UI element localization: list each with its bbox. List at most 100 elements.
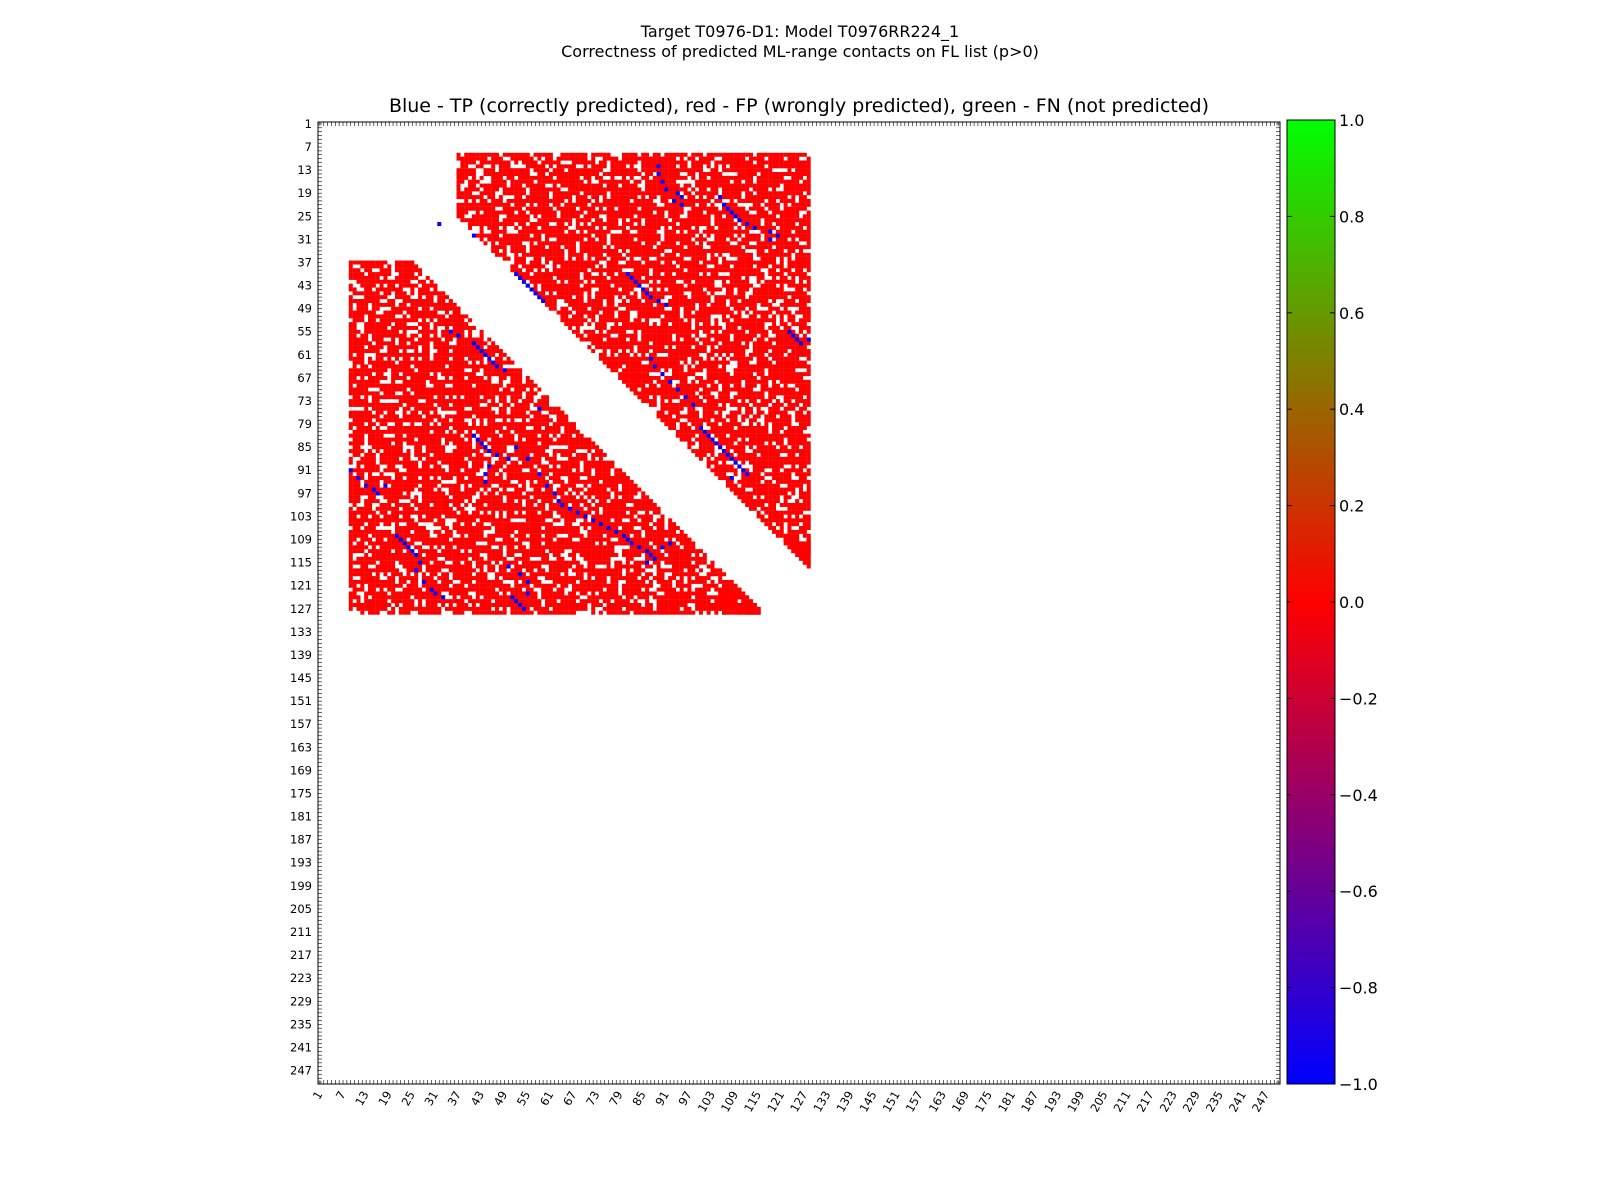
fp-cell <box>571 306 576 311</box>
fp-cell <box>568 425 573 430</box>
fp-cell <box>583 191 588 196</box>
fp-cell <box>510 452 515 457</box>
fp-cell <box>506 414 511 419</box>
fp-cell <box>714 264 719 269</box>
fp-cell <box>629 356 634 361</box>
fp-cell <box>710 225 715 230</box>
fp-cell <box>583 468 588 473</box>
fp-cell <box>779 191 784 196</box>
fp-cell <box>691 399 696 404</box>
fp-cell <box>714 179 719 184</box>
fp-cell <box>595 152 600 157</box>
fp-cell <box>760 318 765 323</box>
fp-cell <box>625 356 630 361</box>
fp-cell <box>791 283 796 288</box>
fp-cell <box>487 172 492 177</box>
fp-cell <box>706 241 711 246</box>
fp-cell <box>614 241 619 246</box>
fp-cell <box>806 156 811 161</box>
fp-cell <box>760 187 765 192</box>
fp-cell <box>571 460 576 465</box>
fp-cell <box>706 268 711 273</box>
fp-cell <box>656 179 661 184</box>
fp-cell <box>783 372 788 377</box>
fp-cell <box>598 460 603 465</box>
fp-cell <box>775 156 780 161</box>
fp-cell <box>656 268 661 273</box>
fp-cell <box>802 425 807 430</box>
fp-cell <box>475 445 480 450</box>
fp-cell <box>533 187 538 192</box>
fp-cell <box>768 456 773 461</box>
fp-cell <box>460 387 465 392</box>
fp-cell <box>468 399 473 404</box>
fp-cell <box>498 241 503 246</box>
fp-cell <box>729 429 734 434</box>
fp-cell <box>756 464 761 469</box>
fp-cell <box>506 164 511 169</box>
fp-cell <box>745 210 750 215</box>
fp-cell <box>725 183 730 188</box>
fp-cell <box>495 356 500 361</box>
fp-cell <box>714 422 719 427</box>
fp-cell <box>529 210 534 215</box>
fp-cell <box>533 460 538 465</box>
fp-cell <box>702 325 707 330</box>
fp-cell <box>568 164 573 169</box>
fp-cell <box>722 375 727 380</box>
fp-cell <box>691 410 696 415</box>
fp-cell <box>748 302 753 307</box>
fp-cell <box>660 337 665 342</box>
fp-cell <box>695 152 700 157</box>
fp-cell <box>656 175 661 180</box>
fp-cell <box>772 179 777 184</box>
fp-cell <box>756 345 761 350</box>
fp-cell <box>706 318 711 323</box>
fp-cell <box>733 237 738 242</box>
fp-cell <box>552 452 557 457</box>
fp-cell <box>518 406 523 411</box>
fp-cell <box>518 468 523 473</box>
fp-cell <box>652 306 657 311</box>
fp-cell <box>545 406 550 411</box>
fp-cell <box>529 195 534 200</box>
fp-cell <box>479 364 484 369</box>
fp-cell <box>498 160 503 165</box>
fp-cell <box>737 456 742 461</box>
fp-cell <box>571 175 576 180</box>
fp-cell <box>799 218 803 223</box>
fp-cell <box>710 429 715 434</box>
fp-cell <box>687 272 692 277</box>
fp-cell <box>775 295 780 300</box>
fp-cell <box>652 218 657 223</box>
fp-cell <box>779 387 784 392</box>
fp-cell <box>568 283 573 288</box>
fp-cell <box>745 264 750 269</box>
fp-cell <box>648 391 653 396</box>
fp-cell <box>575 156 580 161</box>
fp-cell <box>564 152 569 157</box>
fp-cell <box>464 364 469 369</box>
fp-cell <box>564 460 569 465</box>
fp-cell <box>633 187 638 192</box>
fp-cell <box>491 341 496 346</box>
fp-cell <box>772 337 777 342</box>
fp-cell <box>552 433 557 438</box>
fp-cell <box>483 241 488 246</box>
fp-cell <box>621 341 626 346</box>
fp-cell <box>556 429 561 434</box>
fp-cell <box>571 425 576 430</box>
fp-cell <box>625 229 630 234</box>
fp-cell <box>506 206 511 211</box>
fp-cell <box>564 272 569 277</box>
fp-cell <box>648 337 653 342</box>
fp-cell <box>548 425 553 430</box>
fp-cell <box>529 399 534 404</box>
fp-cell <box>514 202 519 207</box>
fp-cell <box>791 164 796 169</box>
fp-cell <box>621 172 626 177</box>
fp-cell <box>525 206 530 211</box>
fp-cell <box>510 391 515 396</box>
fp-cell <box>598 464 603 469</box>
fp-cell <box>498 168 503 173</box>
